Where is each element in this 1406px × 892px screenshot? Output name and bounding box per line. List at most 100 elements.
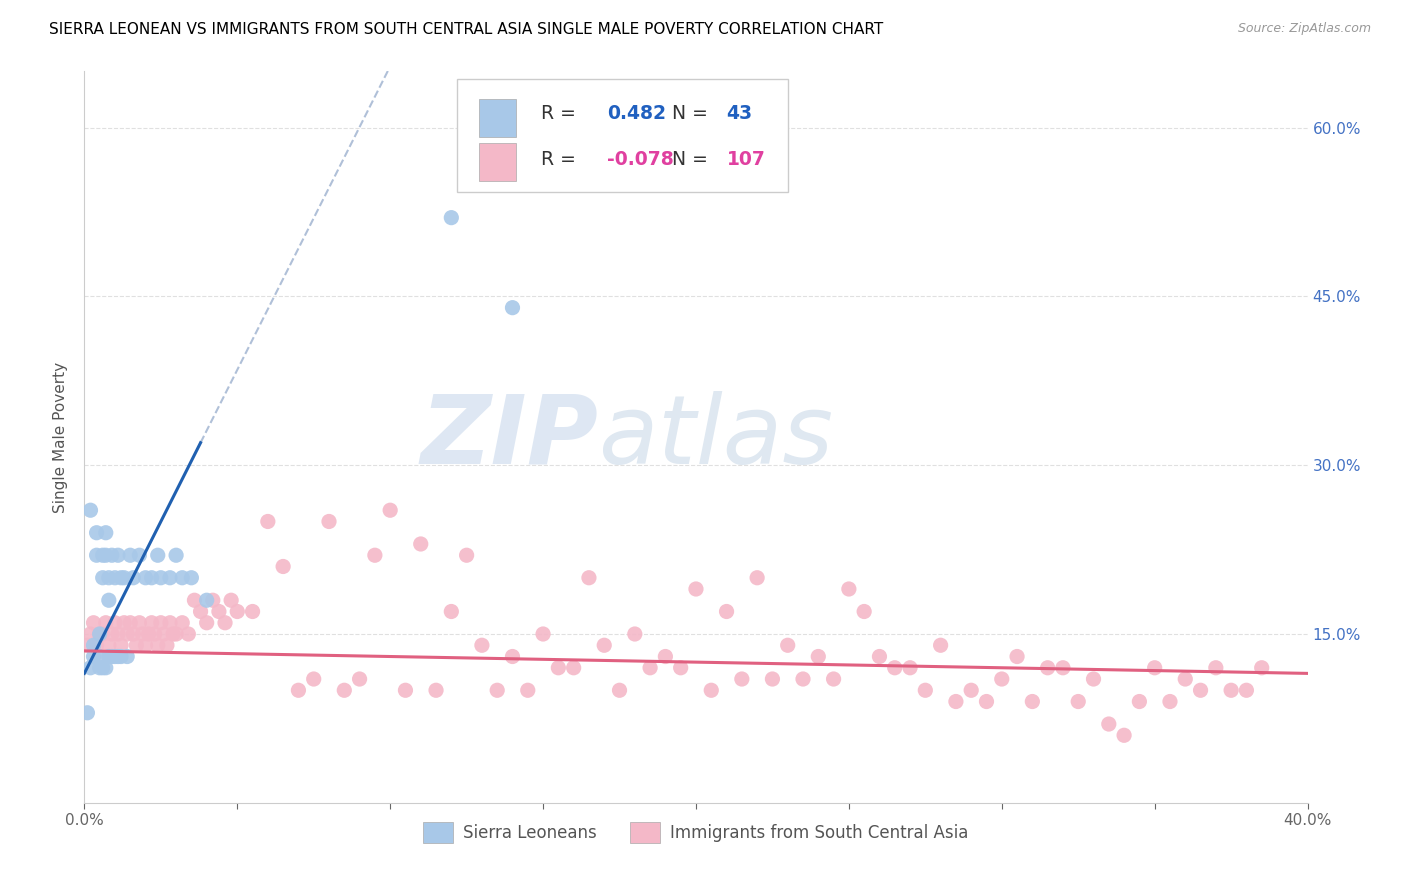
Point [107, 548, 129, 562]
Point [593, 638, 616, 652]
Point [101, 627, 124, 641]
Point [1067, 694, 1090, 708]
Point [731, 672, 754, 686]
Point [471, 638, 494, 652]
Point [823, 672, 845, 686]
Point [883, 661, 905, 675]
Point [89, 627, 111, 641]
Point [91, 627, 114, 641]
Point [257, 515, 280, 529]
Point [318, 515, 340, 529]
Text: 43: 43 [727, 104, 752, 123]
Point [1236, 683, 1258, 698]
Point [1083, 672, 1105, 686]
Point [159, 571, 181, 585]
Point [302, 672, 325, 686]
Point [1174, 672, 1197, 686]
Point [94, 615, 117, 630]
Point [115, 649, 138, 664]
Point [135, 638, 157, 652]
Point [86, 638, 108, 652]
Point [94, 525, 117, 540]
Point [425, 683, 447, 698]
Point [838, 582, 860, 596]
Point [440, 605, 463, 619]
Point [716, 605, 738, 619]
Point [122, 627, 145, 641]
Point [502, 301, 524, 315]
Point [94, 548, 117, 562]
Point [409, 537, 432, 551]
Point [104, 649, 127, 664]
Point [929, 638, 952, 652]
Point [104, 615, 127, 630]
Text: N =: N = [672, 104, 707, 123]
Text: R =: R = [541, 150, 575, 169]
Point [162, 627, 184, 641]
Point [333, 683, 356, 698]
Point [380, 503, 402, 517]
Point [101, 649, 124, 664]
Point [89, 627, 111, 641]
Point [853, 605, 876, 619]
Text: N =: N = [672, 150, 707, 169]
Point [120, 548, 142, 562]
Bar [457, 78, 787, 192]
Point [172, 571, 194, 585]
Point [1205, 661, 1227, 675]
Point [1143, 661, 1166, 675]
Point [1098, 717, 1121, 731]
Point [131, 627, 153, 641]
Point [195, 593, 218, 607]
Point [991, 672, 1014, 686]
Point [700, 683, 723, 698]
Point [79, 661, 101, 675]
Point [1128, 694, 1150, 708]
Point [394, 683, 416, 698]
Point [83, 638, 105, 652]
Point [1159, 694, 1181, 708]
Point [486, 683, 509, 698]
Point [1036, 661, 1059, 675]
Text: -0.078: -0.078 [606, 150, 673, 169]
Point [104, 571, 127, 585]
Point [609, 683, 631, 698]
Y-axis label: Single Male Poverty: Single Male Poverty [53, 361, 69, 513]
Point [747, 571, 769, 585]
Point [141, 571, 163, 585]
Point [456, 548, 478, 562]
Text: Source: ZipAtlas.com: Source: ZipAtlas.com [1237, 22, 1371, 36]
Point [153, 627, 176, 641]
Point [190, 605, 212, 619]
Point [976, 694, 998, 708]
Point [502, 649, 524, 664]
Point [79, 627, 101, 641]
Text: 0.482: 0.482 [606, 104, 665, 123]
Point [76, 706, 98, 720]
Point [115, 627, 138, 641]
Point [112, 571, 135, 585]
Point [172, 615, 194, 630]
Point [128, 615, 150, 630]
Point [183, 593, 205, 607]
Point [364, 548, 387, 562]
Point [226, 605, 249, 619]
Point [1052, 661, 1074, 675]
Point [165, 548, 187, 562]
Point [156, 638, 179, 652]
Point [107, 627, 129, 641]
Point [761, 672, 783, 686]
Point [562, 661, 585, 675]
Point [110, 571, 132, 585]
Point [1021, 694, 1043, 708]
Text: R =: R = [541, 104, 575, 123]
Point [138, 627, 160, 641]
Point [128, 548, 150, 562]
Point [440, 211, 463, 225]
Legend: Sierra Leoneans, Immigrants from South Central Asia: Sierra Leoneans, Immigrants from South C… [416, 815, 976, 849]
Point [112, 615, 135, 630]
Point [776, 638, 799, 652]
Text: 107: 107 [727, 150, 765, 169]
Point [945, 694, 967, 708]
Point [110, 638, 132, 652]
